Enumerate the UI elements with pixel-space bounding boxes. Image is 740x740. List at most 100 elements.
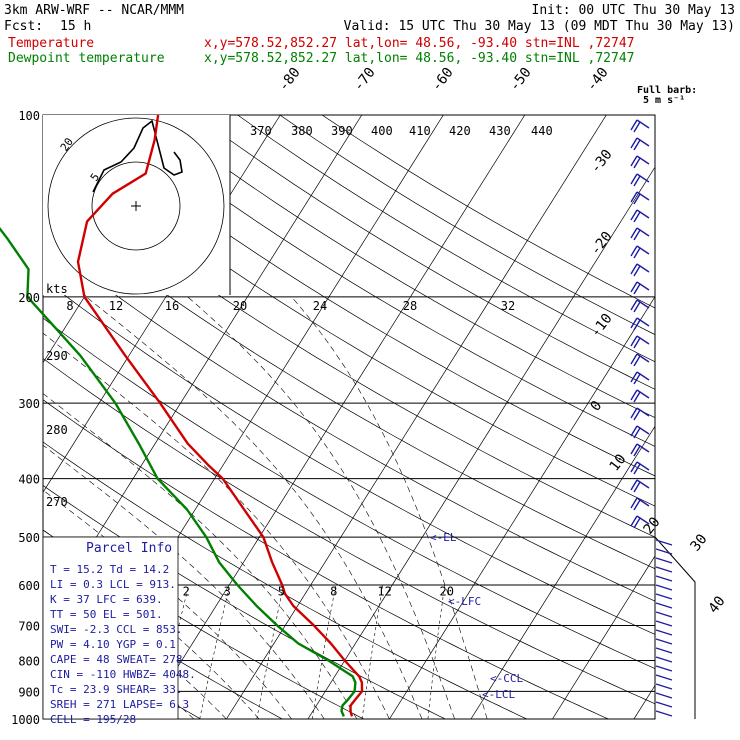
parcel-row: PW = 4.10 YGP = 0.1 xyxy=(50,638,176,651)
isotherm-label: -40 xyxy=(584,65,612,95)
barb-flag xyxy=(630,173,638,185)
frame-extension xyxy=(654,536,696,719)
wind-barb xyxy=(655,656,673,663)
parcel-info-panel: Parcel Info T = 15.2 Td = 14.2 LI = 0.3 … xyxy=(50,541,196,726)
wind-barb xyxy=(630,209,650,223)
barb-staff xyxy=(636,191,650,201)
parcel-info-box xyxy=(42,536,179,720)
wind-barb xyxy=(630,299,650,313)
wind-barb xyxy=(630,425,650,439)
valid-time: Valid: 15 UTC Thu 30 May 13 (09 MDT Thu … xyxy=(344,19,735,34)
wind-barb xyxy=(630,353,650,367)
dry-adiabat xyxy=(43,128,655,507)
low-level-wind-barbs xyxy=(655,539,673,717)
barb-flag xyxy=(633,355,641,367)
barb-flag xyxy=(630,371,638,383)
hodograph-rings xyxy=(47,117,225,295)
barb-flag xyxy=(633,283,641,295)
moist-adiabat xyxy=(86,296,423,719)
wind-barb xyxy=(655,620,673,627)
mixing-ratio-line xyxy=(256,584,284,719)
wind-barb xyxy=(630,443,650,457)
barb-flag xyxy=(630,209,638,221)
barb-flag xyxy=(630,425,638,437)
moist-adiabat xyxy=(43,332,390,719)
pressure-tick-label: 300 xyxy=(18,397,40,411)
isotherm-line xyxy=(633,684,655,719)
dry-adiabat xyxy=(43,357,655,705)
parcel-row: SREH = 271 LAPSE= 6.3 xyxy=(50,698,189,711)
barb-flag xyxy=(633,517,641,529)
pressure-tick-label: 800 xyxy=(18,654,40,668)
lcl-marker: <-LCL xyxy=(482,688,515,701)
dry-adiabat xyxy=(110,115,655,447)
wind-barb xyxy=(655,575,673,582)
barb-staff xyxy=(636,281,650,291)
barb-flag xyxy=(630,353,638,365)
barb-flag xyxy=(633,445,641,457)
dry-adiabat xyxy=(43,239,655,602)
theta-label: 420 xyxy=(449,124,471,138)
isotherm-line xyxy=(144,115,526,719)
hodograph-ring-label: 20 xyxy=(58,135,76,153)
mixing-ratio-label: 8 xyxy=(330,585,337,599)
wind-barb xyxy=(655,539,673,546)
speed-tick-label: 8 xyxy=(66,299,73,313)
theta-label: 430 xyxy=(489,124,511,138)
parcel-row: CELL = 195/28 xyxy=(50,713,136,726)
speed-tick-label: 20 xyxy=(233,299,247,313)
barb-staff xyxy=(636,137,650,147)
moist-adiabat xyxy=(43,444,325,719)
el-marker: <-EL xyxy=(430,531,457,544)
barb-flag xyxy=(633,319,641,331)
barb-flag xyxy=(630,389,638,401)
legend-dewpoint-info: x,y=578.52,852.27 lat,lon= 48.56, -93.40… xyxy=(204,51,634,66)
wind-barb xyxy=(655,701,673,708)
barb-staff xyxy=(636,497,650,507)
mixing-ratio-line xyxy=(361,584,384,719)
theta-label: 370 xyxy=(250,124,272,138)
hodograph-ring xyxy=(91,161,181,251)
wind-barb xyxy=(655,602,673,609)
barb-staff xyxy=(636,425,650,435)
moist-adiabat xyxy=(43,393,358,719)
dry-adiabat xyxy=(43,201,655,570)
barb-staff xyxy=(636,515,650,525)
theta-label: 380 xyxy=(291,124,313,138)
isotherm-label: -30 xyxy=(588,147,616,177)
wind-barb xyxy=(630,335,650,349)
isotherm-label: 30 xyxy=(688,531,711,554)
isotherm-label: 40 xyxy=(706,593,729,616)
wind-barb xyxy=(655,683,673,690)
barb-staff xyxy=(636,119,650,129)
legend-dewpoint: Dewpoint temperature xyxy=(8,51,165,66)
wind-barb xyxy=(655,674,673,681)
mixing-ratio-line xyxy=(311,584,337,719)
theta-label: 290 xyxy=(46,349,68,363)
barb-flag xyxy=(633,193,641,205)
dry-adiabat xyxy=(68,115,655,477)
barb-flag xyxy=(630,155,638,167)
parcel-row: TT = 50 EL = 501. xyxy=(50,608,163,621)
parcel-info-title: Parcel Info xyxy=(86,541,172,556)
theta-label: 400 xyxy=(371,124,393,138)
mixing-ratio-label: 20 xyxy=(440,585,454,599)
wind-barb xyxy=(655,548,673,555)
barb-flag xyxy=(633,391,641,403)
barb-flag xyxy=(633,301,641,313)
hodograph-trace xyxy=(92,119,183,193)
wind-barb xyxy=(630,389,650,403)
barb-flag xyxy=(630,497,638,509)
dry-adiabat xyxy=(43,164,655,538)
wind-barb xyxy=(655,584,673,591)
wind-barb xyxy=(630,155,650,169)
ccl-marker: <-CCL xyxy=(490,672,523,685)
wind-barb xyxy=(655,692,673,699)
pressure-tick-label: 1000 xyxy=(11,713,40,727)
dry-adiabat xyxy=(279,115,655,336)
hodograph-ring xyxy=(47,117,225,295)
wind-barb xyxy=(630,245,650,259)
wind-barb xyxy=(630,515,650,529)
pressure-tick-label: 400 xyxy=(18,473,40,487)
